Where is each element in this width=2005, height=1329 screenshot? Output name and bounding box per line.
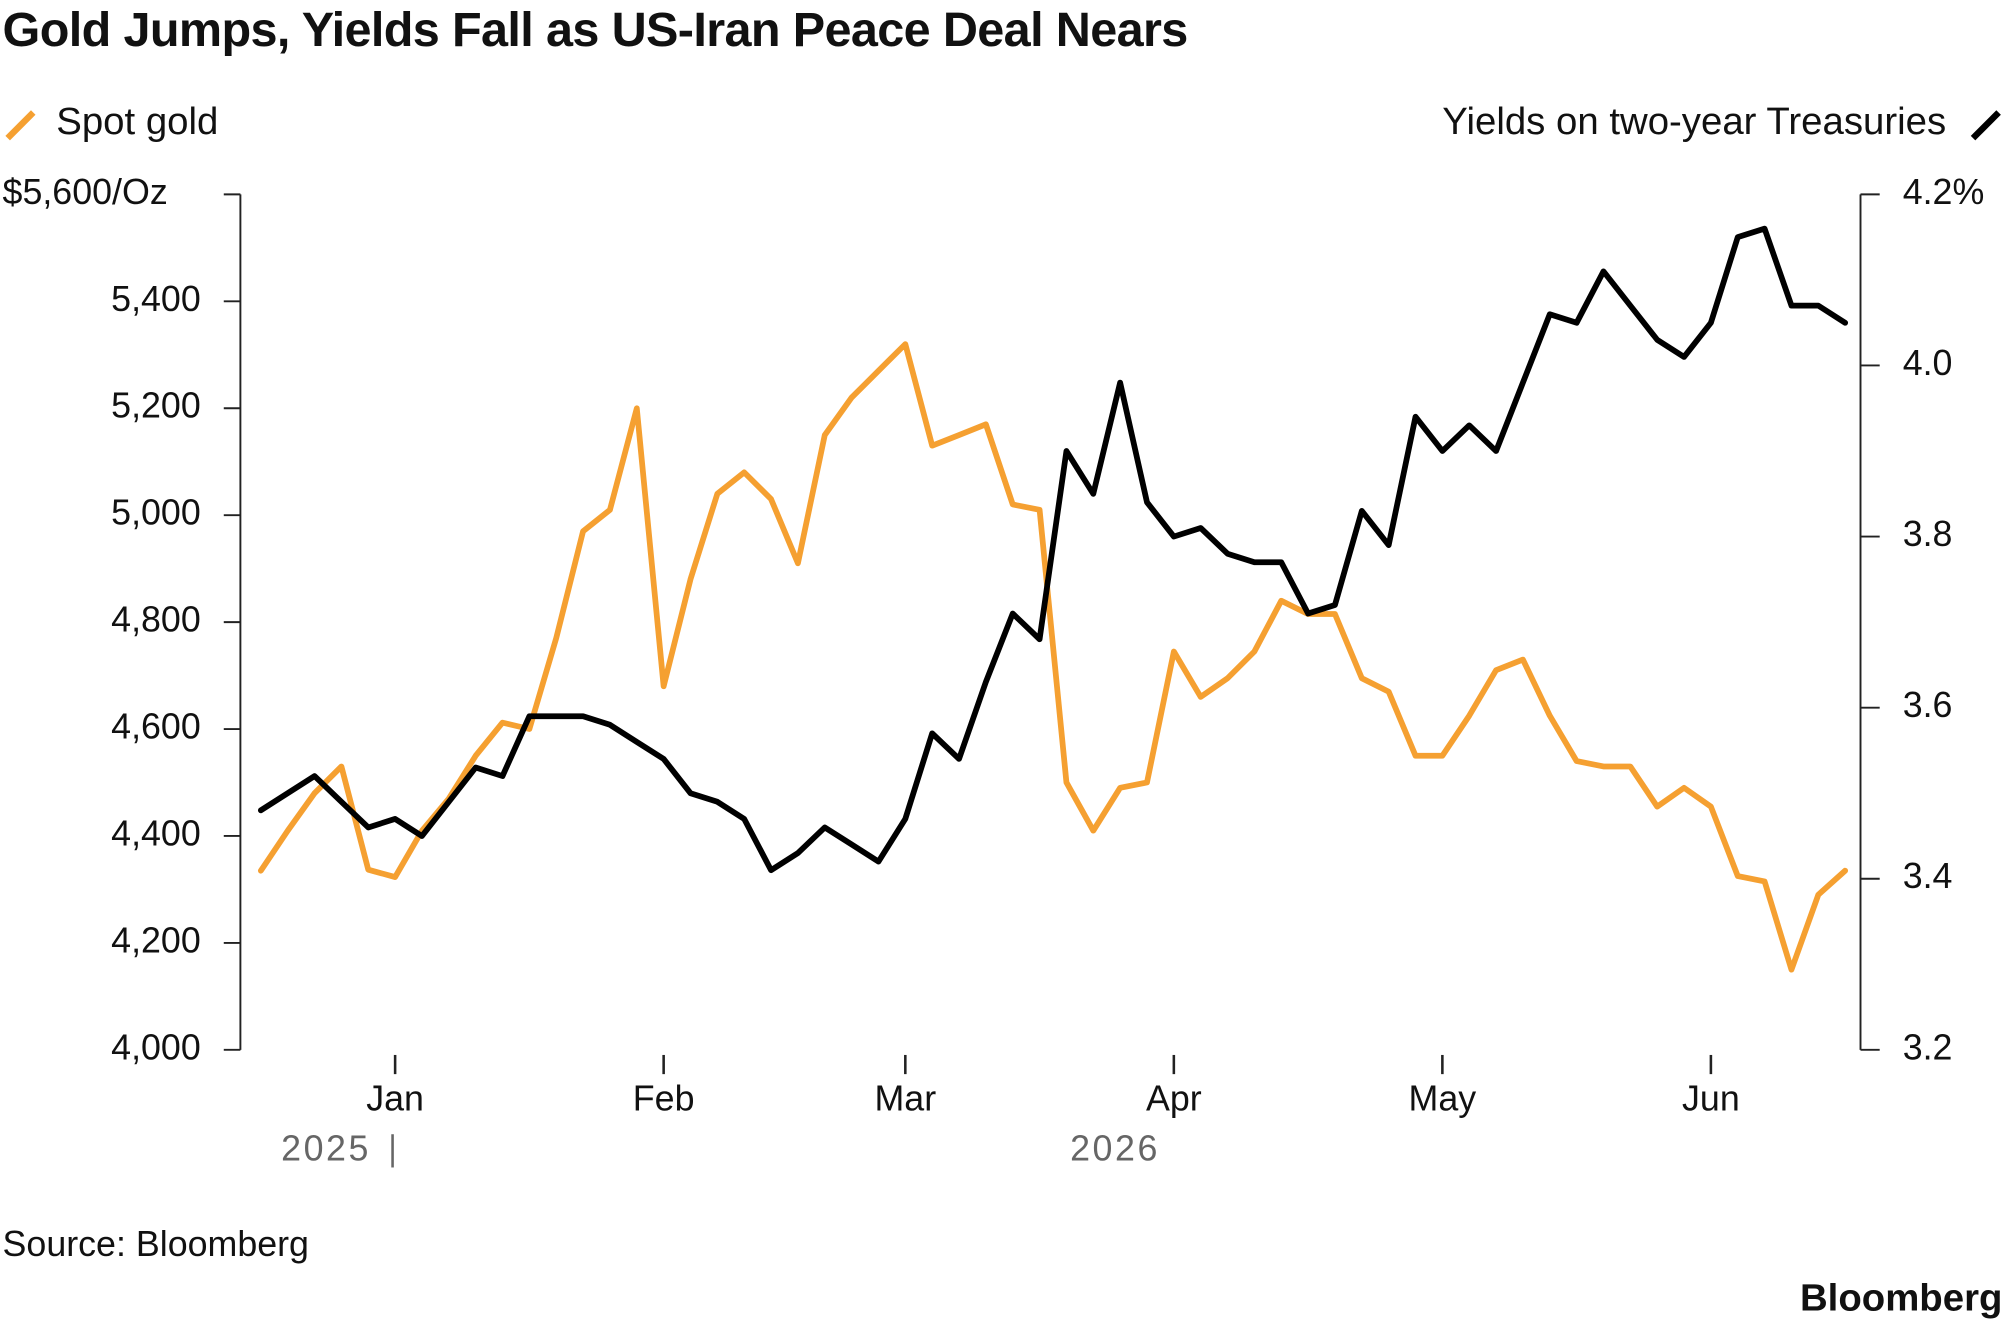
y2-tick-label: 3.4 <box>1903 856 1953 896</box>
chart-title: Gold Jumps, Yields Fall as US-Iran Peace… <box>3 3 1188 57</box>
legend-swatch <box>1970 110 2001 141</box>
y-tick-label: 4,000 <box>111 1027 201 1067</box>
x-tick-label: Jun <box>1682 1078 1740 1118</box>
y-tick-label: 4,800 <box>111 600 201 640</box>
series-line <box>257 341 1849 973</box>
y-tick-label: 4,600 <box>111 706 201 746</box>
year-label: 2026 <box>1070 1128 1160 1168</box>
y-tick-label: 5,000 <box>111 493 201 533</box>
x-tick-label: Apr <box>1146 1078 1202 1118</box>
y2-tick-label: 3.6 <box>1903 685 1953 725</box>
source: Source: Bloomberg <box>3 1224 309 1264</box>
y2-tick-label: 3.8 <box>1903 514 1953 554</box>
y-tick-label: $5,600/Oz <box>3 172 168 212</box>
legend-swatch <box>5 110 36 141</box>
y2-tick-label: 4.2% <box>1903 172 1985 212</box>
y-tick-label: 5,400 <box>111 279 201 319</box>
x-tick-label: Feb <box>633 1078 695 1118</box>
brand: Bloomberg <box>1800 1277 2002 1320</box>
x-tick-label: May <box>1409 1078 1477 1118</box>
x-tick-label: Mar <box>874 1078 936 1118</box>
y2-tick-label: 4.0 <box>1903 343 1953 383</box>
y2-tick-label: 3.2 <box>1903 1027 1953 1067</box>
series-line <box>257 225 1849 874</box>
legend-label: Yields on two-year Treasuries <box>1442 100 1946 143</box>
y-tick-label: 5,200 <box>111 386 201 426</box>
y-tick-label: 4,400 <box>111 813 201 853</box>
y-tick-label: 4,200 <box>111 920 201 960</box>
year-label: 2025 <box>281 1128 371 1168</box>
x-tick-label: Jan <box>366 1078 424 1118</box>
legend-label: Spot gold <box>56 100 218 143</box>
